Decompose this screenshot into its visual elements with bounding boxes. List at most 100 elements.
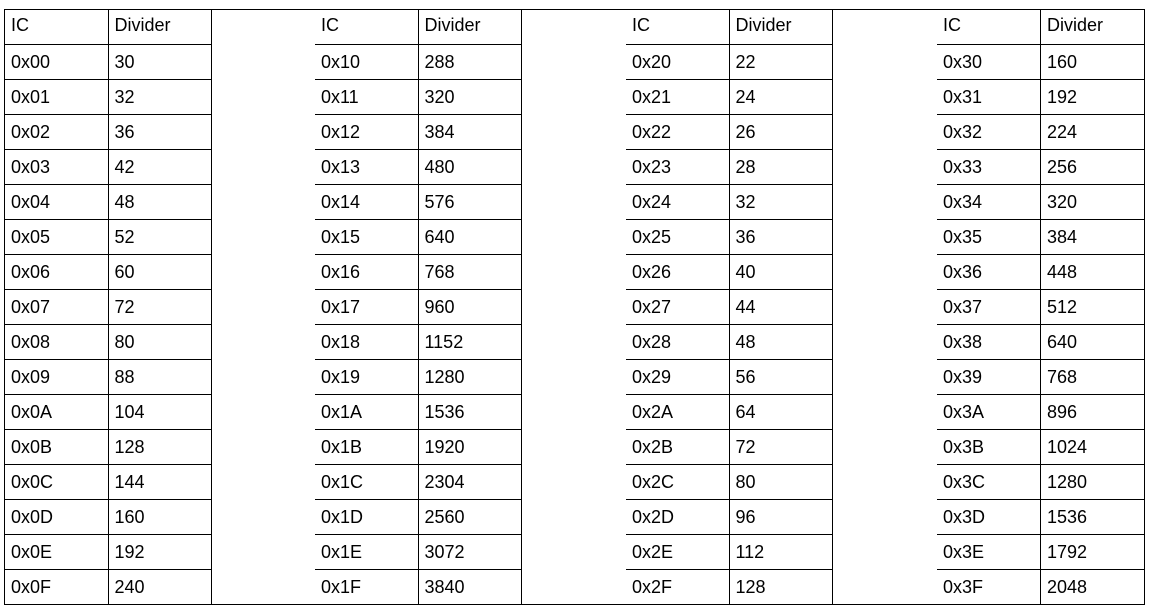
table-row: 0x3F 2048: [937, 569, 1144, 604]
table-row: 0x2B 72: [626, 429, 833, 465]
divider-cell: 3840: [417, 569, 522, 604]
divider-cell: 1152: [417, 324, 522, 360]
ic-cell: 0x2D: [626, 499, 730, 535]
ic-cell: 0x15: [315, 219, 419, 255]
ic-cell: 0x09: [5, 359, 109, 395]
ic-cell: 0x18: [315, 324, 419, 360]
divider-cell: 96: [728, 499, 833, 535]
ic-cell: 0x2B: [626, 429, 730, 465]
divider-cell: 384: [417, 114, 522, 150]
divider-cell: 128: [107, 429, 212, 465]
ic-cell: 0x29: [626, 359, 730, 395]
ic-cell: 0x3C: [937, 464, 1041, 500]
ic-cell: 0x33: [937, 149, 1041, 185]
table-row: 0x25 36: [626, 219, 833, 255]
ic-cell: 0x0F: [5, 569, 109, 604]
table-row: 0x39 768: [937, 359, 1144, 395]
table-row: 0x20 22: [626, 44, 833, 80]
divider-cell: 224: [1039, 114, 1144, 150]
table-row: 0x05 52: [5, 219, 212, 255]
table-row: 0x19 1280: [315, 359, 522, 395]
divider-cell: 40: [728, 254, 833, 290]
table-row: 0x36 448: [937, 254, 1144, 290]
table-row: 0x3B 1024: [937, 429, 1144, 465]
divider-cell: 256: [1039, 149, 1144, 185]
ic-cell: 0x14: [315, 184, 419, 220]
table-row: 0x0A 104: [5, 394, 212, 430]
header-row: IC Divider: [315, 10, 522, 45]
ic-cell: 0x0D: [5, 499, 109, 535]
ic-cell: 0x06: [5, 254, 109, 290]
ic-cell: 0x22: [626, 114, 730, 150]
divider-cell: 768: [1039, 359, 1144, 395]
ic-cell: 0x1D: [315, 499, 419, 535]
table-row: 0x1A 1536: [315, 394, 522, 430]
ic-cell: 0x24: [626, 184, 730, 220]
table-row: 0x3E 1792: [937, 534, 1144, 570]
ic-header: IC: [626, 10, 730, 45]
ic-cell: 0x31: [937, 79, 1041, 115]
divider-cell: 576: [417, 184, 522, 220]
ic-cell: 0x34: [937, 184, 1041, 220]
table-row: 0x23 28: [626, 149, 833, 185]
table-row: 0x22 26: [626, 114, 833, 150]
table-row: 0x18 1152: [315, 324, 522, 360]
divider-cell: 2048: [1039, 569, 1144, 604]
divider-cell: 48: [728, 324, 833, 360]
table-row: 0x03 42: [5, 149, 212, 185]
ic-cell: 0x16: [315, 254, 419, 290]
table-row: 0x2E 112: [626, 534, 833, 570]
table-row: 0x2F 128: [626, 569, 833, 604]
ic-header: IC: [5, 10, 109, 45]
divider-cell: 144: [107, 464, 212, 500]
table-row: 0x02 36: [5, 114, 212, 150]
ic-cell: 0x0A: [5, 394, 109, 430]
table-row: 0x2C 80: [626, 464, 833, 500]
ic-cell: 0x1C: [315, 464, 419, 500]
table-row: 0x33 256: [937, 149, 1144, 185]
divider-header: Divider: [107, 10, 212, 45]
ic-cell: 0x30: [937, 44, 1041, 80]
table-row: 0x17 960: [315, 289, 522, 325]
ic-cell: 0x2A: [626, 394, 730, 430]
ic-cell: 0x38: [937, 324, 1041, 360]
divider-cell: 36: [728, 219, 833, 255]
divider-cell: 192: [107, 534, 212, 570]
table-row: 0x12 384: [315, 114, 522, 150]
table-row: 0x35 384: [937, 219, 1144, 255]
divider-cell: 320: [1039, 184, 1144, 220]
divider-cell: 80: [728, 464, 833, 500]
divider-cell: 320: [417, 79, 522, 115]
ic-cell: 0x13: [315, 149, 419, 185]
ic-cell: 0x28: [626, 324, 730, 360]
ic-cell: 0x11: [315, 79, 419, 115]
ic-cell: 0x07: [5, 289, 109, 325]
table-row: 0x21 24: [626, 79, 833, 115]
divider-cell: 56: [728, 359, 833, 395]
ic-cell: 0x23: [626, 149, 730, 185]
table-row: 0x1D 2560: [315, 499, 522, 535]
ic-cell: 0x3E: [937, 534, 1041, 570]
ic-cell: 0x3D: [937, 499, 1041, 535]
ic-cell: 0x27: [626, 289, 730, 325]
ic-cell: 0x3B: [937, 429, 1041, 465]
divider-cell: 72: [107, 289, 212, 325]
divider-cell: 3072: [417, 534, 522, 570]
divider-cell: 160: [1039, 44, 1144, 80]
divider-cell: 768: [417, 254, 522, 290]
table-row: 0x2D 96: [626, 499, 833, 535]
divider-cell: 36: [107, 114, 212, 150]
divider-cell: 640: [417, 219, 522, 255]
divider-cell: 64: [728, 394, 833, 430]
table-row: 0x3C 1280: [937, 464, 1144, 500]
divider-cell: 640: [1039, 324, 1144, 360]
divider-cell: 80: [107, 324, 212, 360]
ic-cell: 0x37: [937, 289, 1041, 325]
divider-cell: 104: [107, 394, 212, 430]
ic-cell: 0x2E: [626, 534, 730, 570]
divider-header: Divider: [1039, 10, 1144, 45]
ic-cell: 0x3A: [937, 394, 1041, 430]
divider-cell: 88: [107, 359, 212, 395]
table-row: 0x0E 192: [5, 534, 212, 570]
divider-cell: 52: [107, 219, 212, 255]
